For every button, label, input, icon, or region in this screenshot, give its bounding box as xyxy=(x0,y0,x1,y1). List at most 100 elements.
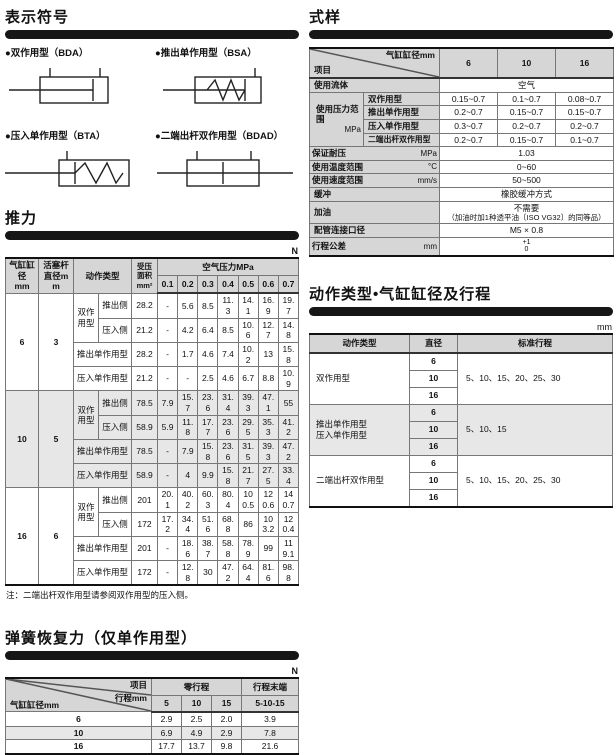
action-type-cell: 压入单作用型 xyxy=(72,463,133,489)
value-cell: - xyxy=(157,341,179,368)
spring-header-row: 项目 行程mm 气缸缸径mm 零行程 行程末端 xyxy=(5,677,299,713)
stroke-values-cell: 5、10、15、20、25、30 xyxy=(457,454,613,508)
thrust-row: 压入侧 58.9 5.9 11.8 17.7 23.6 29.5 35.3 41.2 xyxy=(6,414,300,440)
row-label: 使用温度范围 °C xyxy=(309,159,440,175)
stroke-row: 二端出杆双作用型 6 5、10、15、20、25、30 xyxy=(309,454,613,508)
stroke-row: 10 xyxy=(310,420,613,439)
value-cell: 55 xyxy=(277,390,300,416)
value-cell: 5.6 xyxy=(177,292,199,319)
thrust-row: 16 6 双作用型 推出侧 201 20.1 40.2 60.3 80.4 100.5 1… xyxy=(5,487,300,586)
symbol-bda-label: ●双作用型（BDA） xyxy=(5,48,89,59)
pressure-range-label: 使用压力范围 xyxy=(316,103,359,125)
area-cell: 28.2 xyxy=(131,341,159,368)
spec-row: 缓冲 橡胶缓冲方式 xyxy=(309,187,614,202)
action-type-cell: 压入单作用型 xyxy=(72,366,133,392)
action-type-cell: 二端出杆双作用型 xyxy=(309,454,410,508)
thrust-row: 压入单作用型 58.9 -4 9.9 15.8 21.7 27.5 33.4 xyxy=(6,463,300,489)
spring-table: 项目 行程mm 气缸缸径mm 零行程 行程末端 5 10 15 5-10-15 … xyxy=(5,677,299,755)
symbols-section: 表示符号 ●双作用型（BDA） ●推出单作用型（BSA） xyxy=(5,6,299,195)
value-cell: 2.0 xyxy=(211,711,242,727)
bore-col-header: 6 xyxy=(439,47,498,79)
tick: 0.1 xyxy=(157,275,179,295)
area-cell: 78.5 xyxy=(131,390,159,416)
row-label-pressure: 使用压力范围 MPa xyxy=(309,91,364,148)
row-label: 使用速度范围 mm/s xyxy=(309,173,440,188)
spec-row-pressure: 使用压力范围 MPa 双作用型 0.15~0.7 0.1~0.7 0.08~0.… xyxy=(309,91,614,148)
col-header-bore: 气缸缸径 mm xyxy=(5,257,39,294)
area-cell: 201 xyxy=(131,535,159,562)
diag-bore-label: 气缸缸径mm xyxy=(10,699,60,710)
diameter-cell: 16 xyxy=(409,437,458,456)
thrust-row: 推出单作用型 28.2 -1.7 4.6 7.4 10.2 13 15.8 xyxy=(6,341,300,368)
value-cell: 7.8 xyxy=(241,725,299,741)
value-cell: 31.4 xyxy=(217,390,239,416)
value-cell: 17.7 xyxy=(197,414,219,440)
value-cell: 23.6 xyxy=(217,438,239,465)
value-cell: 21.7 xyxy=(237,463,259,489)
diagonal-line-icon xyxy=(310,49,439,77)
thrust-row: 压入单作用型 21.2 - -2.5 4.6 6.7 8.8 10.9 xyxy=(6,366,300,392)
value-cell: 120.6 xyxy=(257,487,279,513)
value-cell: 11.8 xyxy=(177,414,199,440)
bore-cell: 10 xyxy=(5,725,152,741)
value-cell: 2.5 xyxy=(181,711,212,727)
value-cell: 86 xyxy=(237,511,259,537)
label-text: 使用温度范围 xyxy=(312,161,364,172)
stroke-values-cell: 5、10、15 xyxy=(457,403,613,456)
spec-header-row: 气缸缸径mm 项目 6 10 16 xyxy=(309,47,614,79)
value-cell: 4.6 xyxy=(197,341,219,368)
row-label: 缓冲 xyxy=(309,187,440,202)
area-cell: 201 xyxy=(131,487,159,513)
col-header-standard-stroke: 标准行程 xyxy=(457,333,613,354)
tolerance-lower: 0 xyxy=(524,246,529,254)
value-cell: 18.6 xyxy=(177,535,199,562)
value-cell: 0~60 xyxy=(439,159,614,175)
value-cell: 20.1 xyxy=(157,487,179,513)
value-cell: 6.9 xyxy=(151,725,182,741)
stroke-table: 动作类型 直径 标准行程 双作用型 6 5、10、15、20、25、30 10 … xyxy=(309,332,613,508)
title-bar xyxy=(309,306,613,316)
value-cell: 3.9 xyxy=(241,711,299,727)
title-bar xyxy=(5,30,299,39)
thrust-note: 注：二端出杆双作用型请参阅双作用型的压入侧。 xyxy=(6,590,194,601)
value-cell: 27.5 xyxy=(257,463,279,489)
thrust-row: 推出单作用型 78.5 -7.9 15.8 23.6 31.5 39.3 47.2 xyxy=(6,438,300,465)
thrust-title: 推力 xyxy=(5,210,38,227)
value-cell: 4.9 xyxy=(181,725,212,741)
value-cell: - xyxy=(157,292,179,319)
value-cell: 31.5 xyxy=(237,438,259,465)
diagonal-header-cell: 气缸缸径mm 项目 xyxy=(309,47,440,79)
value-cell: 33.4 xyxy=(277,463,300,489)
value-cell: 15.8 xyxy=(277,341,300,368)
bdad-cylinder-symbol-icon xyxy=(157,151,293,187)
area-cell: 78.5 xyxy=(131,438,159,465)
side-cell: 压入侧 xyxy=(97,317,133,343)
symbol-bsa: ●推出单作用型（BSA） xyxy=(155,45,299,112)
diag-bore-label: 气缸缸径mm xyxy=(385,50,435,60)
value-cell: - xyxy=(157,366,179,392)
col-header-diameter: 直径 xyxy=(409,333,458,354)
label-text: 使用速度范围 xyxy=(312,175,364,186)
value-cell: 6.4 xyxy=(197,317,219,343)
symbols-grid: ●双作用型（BDA） ●推出单作用型（BSA） xyxy=(5,45,299,195)
stroke-row: 16 xyxy=(310,488,613,508)
spring-unit-label: N xyxy=(291,666,299,677)
value-cell: 120.4 xyxy=(277,511,300,537)
value-cell: 47.2 xyxy=(217,560,239,586)
rod-cell: 5 xyxy=(38,390,74,489)
row-label: 使用流体 xyxy=(309,77,440,93)
area-cell: 21.2 xyxy=(131,366,159,392)
label-text: 行程公差 xyxy=(312,240,347,251)
value-cell: M5 × 0.8 xyxy=(439,223,614,238)
thrust-section: 推力 N 气缸缸径 mm 活塞杆 直径mm 动作类型 受压 面积 mm² 空气压… xyxy=(5,207,300,601)
value-cell: 2.9 xyxy=(211,725,242,741)
value-cell: - xyxy=(157,438,179,465)
tolerance-upper: +1 xyxy=(522,238,531,246)
diameter-cell: 10 xyxy=(409,369,458,388)
col-header-rod: 活塞杆 直径mm xyxy=(38,257,74,294)
area-cell: 172 xyxy=(131,511,159,537)
value-cell: 119.1 xyxy=(277,535,300,562)
spec-row-tolerance: 行程公差 mm +1 0 xyxy=(309,236,614,257)
col-header-action: 动作类型 xyxy=(309,333,410,354)
stroke-row: 双作用型 6 5、10、15、20、25、30 xyxy=(309,352,613,405)
